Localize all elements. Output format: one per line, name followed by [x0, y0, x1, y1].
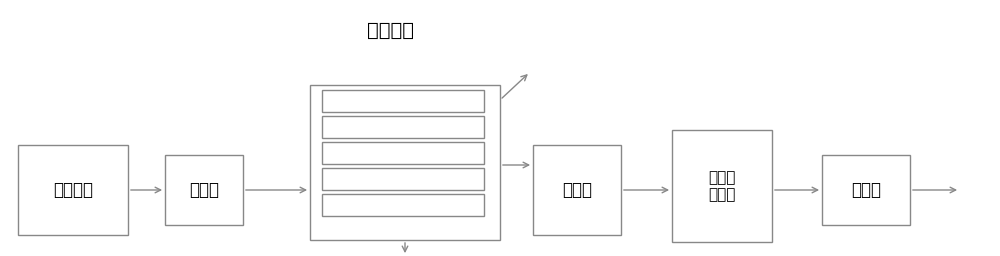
Text: 压滤机: 压滤机: [189, 181, 219, 199]
Bar: [322, 194, 484, 216]
Bar: [822, 155, 910, 225]
Text: 废液储槽: 废液储槽: [53, 181, 93, 199]
Bar: [310, 85, 500, 240]
Text: 微滤装置: 微滤装置: [366, 20, 414, 39]
Bar: [533, 145, 621, 235]
Text: 电解槽: 电解槽: [851, 181, 881, 199]
Bar: [322, 90, 484, 112]
Bar: [672, 130, 772, 242]
Bar: [322, 116, 484, 138]
Bar: [322, 168, 484, 190]
Bar: [18, 145, 128, 235]
Bar: [322, 142, 484, 164]
Text: 滤液池: 滤液池: [562, 181, 592, 199]
Text: 蒸发浓
缩装置: 蒸发浓 缩装置: [708, 170, 736, 202]
Bar: [165, 155, 243, 225]
